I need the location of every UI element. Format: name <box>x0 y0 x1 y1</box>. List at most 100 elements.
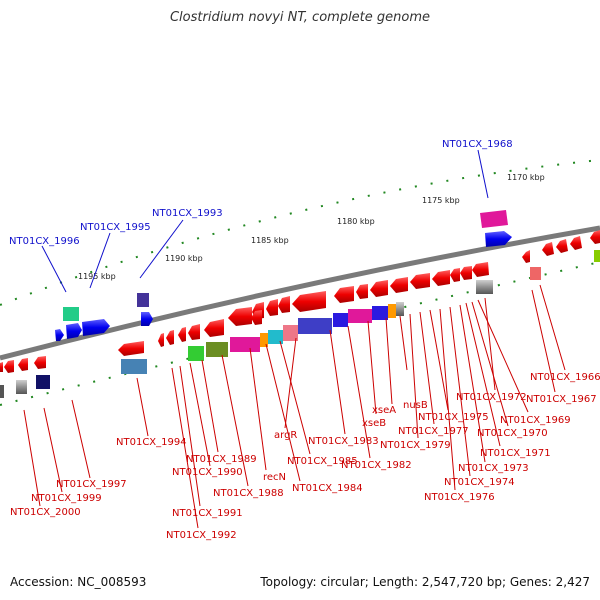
gene-arrow[interactable] <box>390 277 408 293</box>
gene-label[interactable]: NT01CX_1990 <box>172 467 243 478</box>
gene-arrow[interactable] <box>542 242 554 256</box>
tick-label: 1190 kbp <box>165 254 203 263</box>
tick-label: 1175 kbp <box>422 196 460 205</box>
leader-line <box>41 245 67 293</box>
gene-arrow[interactable] <box>356 284 368 299</box>
gene-arrow[interactable] <box>0 362 3 372</box>
genome-summary-text: Topology: circular; Length: 2,547,720 bp… <box>260 575 590 589</box>
feature-block-track <box>0 250 600 398</box>
gene-label[interactable]: NT01CX_1973 <box>458 463 529 474</box>
gene-block[interactable] <box>283 325 298 341</box>
gene-label[interactable]: NT01CX_1992 <box>166 530 237 541</box>
gene-block[interactable] <box>372 306 388 320</box>
gene-block[interactable] <box>268 330 283 344</box>
gene-arrow[interactable] <box>158 333 164 347</box>
gene-block[interactable] <box>230 337 260 352</box>
gene-label[interactable]: NT01CX_1966 <box>530 372 600 383</box>
genome-backbone <box>0 225 600 361</box>
gene-arrow[interactable] <box>556 239 568 253</box>
gene-label[interactable]: NT01CX_1976 <box>424 492 495 503</box>
gene-block[interactable] <box>260 333 268 347</box>
gene-label[interactable]: NT01CX_1983 <box>308 436 379 447</box>
gene-label[interactable]: recN <box>263 472 286 483</box>
accession-text: Accession: NC_008593 <box>10 575 147 589</box>
gene-arrow[interactable] <box>410 273 430 289</box>
gene-block[interactable] <box>137 293 149 307</box>
gene-arrow[interactable] <box>472 262 489 277</box>
gene-arrow[interactable] <box>178 327 186 342</box>
gene-block[interactable] <box>121 359 147 374</box>
gene-arrow[interactable] <box>522 250 530 263</box>
gene-arrow[interactable] <box>266 299 278 316</box>
gene-block[interactable] <box>348 309 372 323</box>
gene-label[interactable]: NT01CX_1991 <box>172 508 243 519</box>
gene-arrow[interactable] <box>4 360 14 373</box>
gene-label[interactable]: NT01CX_1977 <box>398 426 469 437</box>
gene-arrow[interactable] <box>55 329 64 341</box>
leader-line <box>139 219 184 279</box>
gene-arrow[interactable] <box>34 356 46 369</box>
gene-block[interactable] <box>206 342 228 357</box>
gene-label[interactable]: NT01CX_1999 <box>31 493 102 504</box>
gene-arrow[interactable] <box>370 280 388 297</box>
gene-block[interactable] <box>16 380 27 394</box>
gene-label[interactable]: NT01CX_1967 <box>526 394 597 405</box>
gene-arrow[interactable] <box>204 319 224 337</box>
gene-arrow[interactable] <box>485 231 512 247</box>
gene-label[interactable]: NT01CX_1972 <box>456 392 527 403</box>
gene-block[interactable] <box>594 250 600 262</box>
gene-arrow[interactable] <box>450 268 460 282</box>
gene-block[interactable] <box>298 318 332 334</box>
gene-label[interactable]: argR <box>274 430 297 441</box>
gene-block[interactable] <box>63 307 79 321</box>
gene-block[interactable] <box>388 304 396 318</box>
gene-label[interactable]: NT01CX_1979 <box>380 440 451 451</box>
gene-arrow[interactable] <box>334 286 354 303</box>
gene-arrow[interactable] <box>141 312 153 326</box>
gene-arrow[interactable] <box>82 319 110 336</box>
gene-label[interactable]: xseB <box>362 418 386 429</box>
gene-label[interactable]: NT01CX_1974 <box>444 477 515 488</box>
gene-label[interactable]: xseA <box>372 405 396 416</box>
tick-label: 1195 kbp <box>78 272 116 281</box>
gene-arrow[interactable] <box>188 324 200 340</box>
gene-label[interactable]: NT01CX_1975 <box>418 412 489 423</box>
gene-block[interactable] <box>396 302 404 316</box>
gene-arrow[interactable] <box>166 330 174 345</box>
gene-label[interactable]: NT01CX_1993 <box>152 208 223 219</box>
gene-label[interactable]: NT01CX_1971 <box>480 448 551 459</box>
gene-arrow[interactable] <box>278 296 290 313</box>
gene-arrow[interactable] <box>590 230 600 244</box>
gene-label[interactable]: nusB <box>403 400 428 411</box>
gene-label[interactable]: NT01CX_1995 <box>80 222 151 233</box>
gene-label[interactable]: NT01CX_1970 <box>477 428 548 439</box>
gene-arrow[interactable] <box>570 236 582 250</box>
gene-label[interactable]: NT01CX_2000 <box>10 507 81 518</box>
gene-block[interactable] <box>333 313 348 327</box>
gene-block[interactable] <box>530 267 541 280</box>
gene-arrow[interactable] <box>251 310 262 325</box>
gene-label[interactable]: NT01CX_1997 <box>56 479 127 490</box>
gene-label[interactable]: NT01CX_1969 <box>500 415 571 426</box>
gene-label[interactable]: NT01CX_1988 <box>213 488 284 499</box>
gene-label[interactable]: NT01CX_1968 <box>442 139 513 150</box>
gene-block[interactable] <box>476 280 493 294</box>
gene-arrow[interactable] <box>460 266 472 280</box>
gene-arrow[interactable] <box>228 307 252 326</box>
gene-arrow[interactable] <box>18 358 28 371</box>
gene-arrow[interactable] <box>432 270 450 286</box>
gene-block[interactable] <box>188 346 204 361</box>
gene-label[interactable]: NT01CX_1985 <box>287 456 358 467</box>
map-title: Clostridium novyi NT, complete genome <box>169 10 431 25</box>
gene-arrow[interactable] <box>292 291 326 312</box>
gene-label[interactable]: NT01CX_1982 <box>341 460 412 471</box>
gene-arrow[interactable] <box>66 323 82 339</box>
gene-block[interactable] <box>36 375 50 389</box>
gene-block[interactable] <box>0 385 4 398</box>
gene-label[interactable]: NT01CX_1994 <box>116 437 187 448</box>
gene-arrow[interactable] <box>118 341 144 356</box>
gene-label[interactable]: NT01CX_1984 <box>292 483 363 494</box>
gene-label[interactable]: NT01CX_1996 <box>9 236 80 247</box>
gene-label[interactable]: NT01CX_1989 <box>186 454 257 465</box>
gene-arrow[interactable] <box>480 210 508 228</box>
